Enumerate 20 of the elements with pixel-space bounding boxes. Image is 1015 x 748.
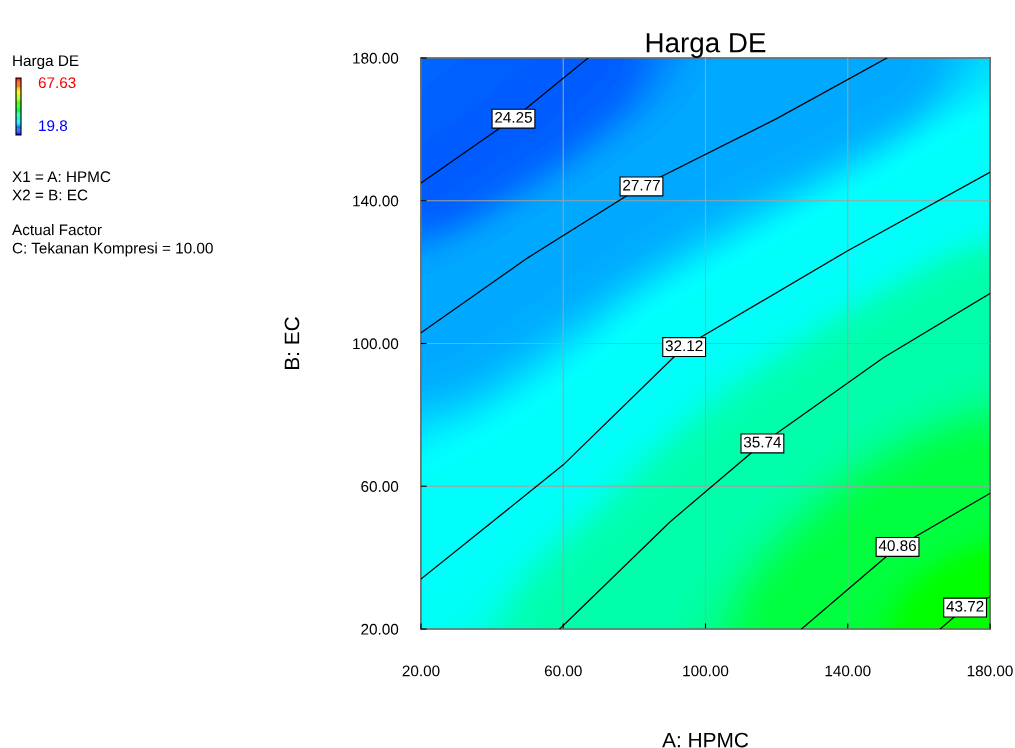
- y-tick-label: 180.00: [353, 52, 399, 64]
- y-axis-title: B: EC: [284, 317, 300, 369]
- x-tick-label: 60.00: [544, 665, 582, 677]
- x-axis-title: A: HPMC: [662, 732, 749, 748]
- x-tick-label: 140.00: [825, 665, 871, 677]
- chart-title: Harga DE: [646, 33, 766, 58]
- text: X2 = B: EC: [12, 189, 88, 201]
- y-tick-label: 140.00: [353, 195, 399, 207]
- y-tick-label: 60.00: [361, 481, 399, 492]
- text: X1 = A: HPMC: [12, 171, 111, 183]
- y-tick-label: 20.00: [361, 623, 399, 635]
- y-tick-label: 100.00: [353, 338, 399, 350]
- x-tick-label: 100.00: [683, 665, 729, 677]
- text: 19.8: [39, 120, 68, 132]
- text: 67.63: [38, 77, 76, 89]
- x-tick-label: 180.00: [967, 665, 1013, 677]
- x-tick-label: 20.00: [402, 665, 440, 677]
- color-bar-title: Harga DE: [13, 55, 79, 70]
- text: C: Tekanan Kompresi = 10.00: [12, 242, 213, 257]
- text: Actual Factor: [12, 223, 102, 236]
